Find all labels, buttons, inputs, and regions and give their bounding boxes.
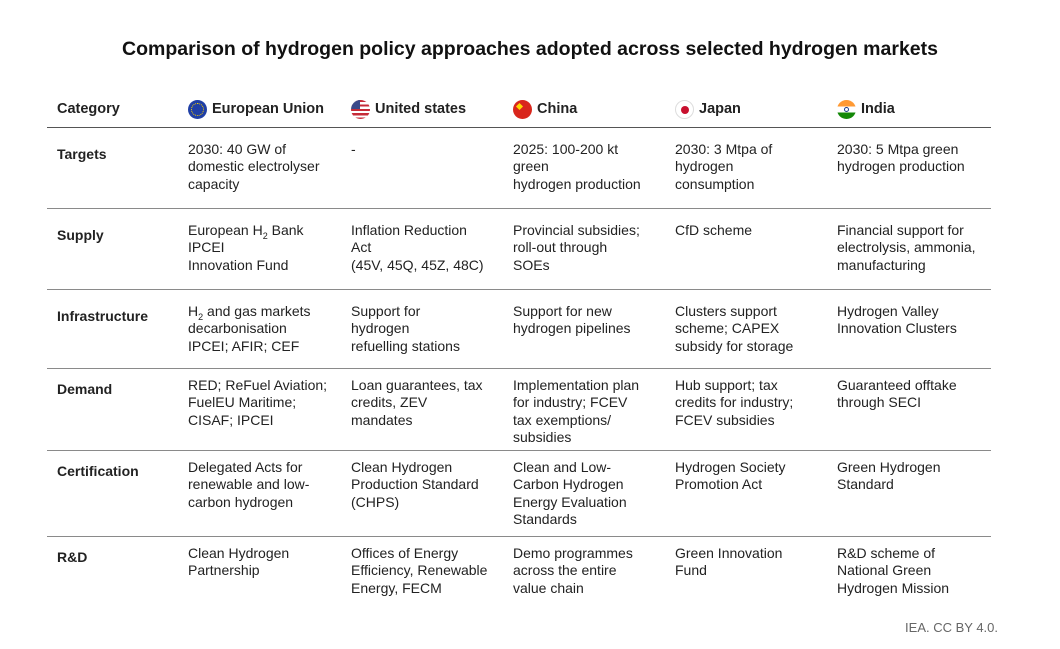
table-cell: Inflation Reduction Act (45V, 45Q, 45Z, … [351, 222, 484, 273]
row-category: Demand [57, 381, 113, 397]
policy-comparison-table: Category European Union United states Ch… [47, 92, 991, 615]
header-european-union: European Union [188, 100, 351, 119]
header-label: India [861, 100, 895, 117]
table-cell: Support for new hydrogen pipelines [513, 303, 631, 337]
eu-infra-line-1: H2 and gas markets [188, 303, 311, 322]
table-row-infrastructure: Infrastructure H2 and gas markets decarb… [47, 290, 991, 369]
table-cell: Clean Hydrogen Partnership [188, 545, 290, 579]
table-row-demand: Demand RED; ReFuel Aviation; FuelEU Mari… [47, 369, 991, 451]
header-label: United states [375, 100, 467, 117]
eu-supply-line-3: Innovation Fund [188, 256, 289, 273]
table-cell: Green Hydrogen Standard [837, 459, 941, 493]
table-cell: Demo programmes across the entire value … [513, 545, 633, 596]
header-label: European Union [212, 100, 324, 117]
header-label: China [537, 100, 578, 117]
table-cell: Delegated Acts for renewable and low- ca… [188, 459, 310, 510]
table-cell: Financial support for electrolysis, ammo… [837, 222, 976, 273]
table-cell: Clean and Low- Carbon Hydrogen Energy Ev… [513, 459, 627, 528]
table-cell: 2030: 40 GW of domestic electrolyser cap… [188, 141, 320, 192]
table-row-certification: Certification Delegated Acts for renewab… [47, 451, 991, 537]
eu-supply-line-1: European H2 Bank [188, 222, 304, 241]
row-category: Infrastructure [57, 308, 149, 324]
table-cell: 2030: 3 Mtpa of hydrogen consumption [675, 141, 773, 192]
table-row-rd: R&D Clean Hydrogen Partnership Offices o… [47, 537, 991, 615]
table-cell: Implementation plan for industry; FCEV t… [513, 377, 640, 446]
us-flag-icon [351, 100, 370, 119]
table-cell: - [351, 141, 356, 157]
row-category: R&D [57, 549, 88, 565]
table-cell: Provincial subsidies; roll-out through S… [513, 222, 640, 273]
row-category: Targets [57, 146, 107, 162]
table-cell: H2 and gas markets decarbonisation IPCEI… [188, 290, 351, 368]
india-flag-icon [837, 100, 856, 119]
eu-infra-line-3: IPCEI; AFIR; CEF [188, 337, 300, 354]
table-cell: Clean Hydrogen Production Standard (CHPS… [351, 459, 479, 510]
eu-supply-line-2: IPCEI [188, 239, 225, 256]
header-india: India [837, 100, 991, 119]
row-category: Certification [57, 463, 139, 479]
table-cell: Loan guarantees, tax credits, ZEV mandat… [351, 377, 483, 428]
header-china: China [513, 100, 675, 119]
table-cell: RED; ReFuel Aviation; FuelEU Maritime; C… [188, 377, 328, 428]
table-header-row: Category European Union United states Ch… [47, 92, 991, 128]
table-row-targets: Targets 2030: 40 GW of domestic electrol… [47, 128, 991, 209]
japan-flag-icon [675, 100, 694, 119]
row-category: Supply [57, 227, 104, 243]
table-cell: Green Innovation Fund [675, 545, 783, 579]
table-cell: CfD scheme [675, 222, 753, 238]
table-cell: Guaranteed offtake through SECI [837, 377, 957, 411]
header-label: Japan [699, 100, 741, 117]
table-cell: Support for hydrogen refuelling stations [351, 303, 460, 354]
eu-flag-icon [188, 100, 207, 119]
source-credit: IEA. CC BY 4.0. [905, 620, 998, 635]
table-cell: 2030: 5 Mtpa green hydrogen production [837, 141, 965, 175]
header-united-states: United states [351, 100, 513, 119]
eu-infra-line-2: decarbonisation [188, 320, 287, 337]
header-japan: Japan [675, 100, 837, 119]
table-cell: R&D scheme of National Green Hydrogen Mi… [837, 545, 950, 596]
table-row-supply: Supply European H2 Bank IPCEI Innovation… [47, 209, 991, 290]
table-cell: 2025: 100-200 kt green hydrogen producti… [513, 141, 641, 192]
table-cell: Clusters support scheme; CAPEX subsidy f… [675, 303, 794, 354]
page-title: Comparison of hydrogen policy approaches… [122, 38, 938, 60]
table-cell: Hydrogen Society Promotion Act [675, 459, 786, 493]
table-cell: European H2 Bank IPCEI Innovation Fund [188, 209, 351, 289]
table-cell: Offices of Energy Efficiency, Renewable … [351, 545, 488, 596]
table-cell: Hub support; tax credits for industry; F… [675, 377, 794, 428]
header-category: Category [57, 100, 120, 117]
china-flag-icon [513, 100, 532, 119]
table-cell: Hydrogen Valley Innovation Clusters [837, 303, 957, 337]
